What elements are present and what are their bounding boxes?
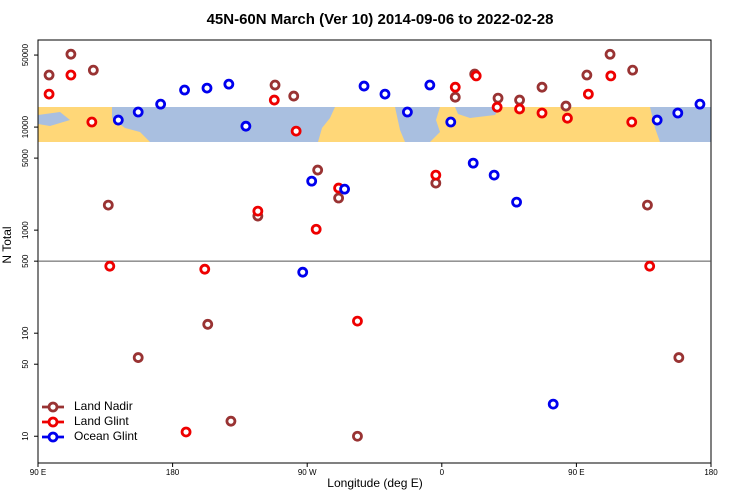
data-point [536, 81, 548, 93]
data-point [626, 116, 638, 128]
data-point [562, 112, 573, 124]
data-point [104, 260, 116, 272]
data-point [449, 91, 461, 103]
data-point [605, 70, 617, 82]
data-point [132, 106, 144, 118]
data-point [379, 88, 391, 100]
data-point [582, 88, 594, 100]
data-point [651, 114, 663, 126]
x-tick-label: 90 E [568, 468, 584, 477]
legend-marker [47, 401, 59, 413]
y-tick-label: 5000 [21, 149, 30, 167]
data-point [132, 352, 144, 363]
data-point [102, 199, 114, 211]
data-point [223, 78, 235, 90]
data-point [352, 315, 363, 327]
data-point [306, 175, 318, 187]
y-tick-label: 500 [21, 254, 30, 268]
data-point [402, 106, 413, 118]
data-point [199, 263, 211, 275]
data-point [547, 398, 559, 410]
data-point [290, 125, 302, 137]
data-point [491, 101, 503, 113]
plot-frame [37, 39, 712, 464]
data-point [240, 120, 252, 132]
data-point [333, 192, 345, 204]
data-point [288, 90, 300, 102]
data-point [201, 82, 213, 94]
x-tick-label: 180 [166, 468, 180, 477]
map-ocean [38, 112, 70, 126]
y-tick-label: 1000 [21, 221, 30, 239]
y-tick-label: 50 [21, 359, 30, 368]
map-ocean [455, 107, 500, 118]
data-point [424, 79, 436, 91]
x-tick-label: 90 E [30, 468, 46, 477]
data-point [268, 94, 280, 106]
data-point [86, 116, 98, 128]
data-point [627, 64, 639, 76]
data-point [511, 196, 522, 208]
x-tick-label: 180 [704, 468, 718, 477]
data-point [202, 318, 214, 330]
data-point [112, 114, 124, 126]
data-point [269, 79, 281, 91]
data-point [252, 205, 264, 217]
y-tick-label: 10000 [21, 115, 30, 138]
data-point [179, 84, 190, 96]
chart-title: 45N-60N March (Ver 10) 2014-09-06 to 202… [207, 11, 554, 28]
data-point [467, 157, 479, 169]
legend-label: Ocean Glint [74, 429, 138, 443]
x-tick-label: 90 W [298, 468, 317, 477]
data-point [65, 48, 77, 60]
data-point [312, 164, 324, 176]
data-point [644, 260, 656, 272]
data-point [358, 80, 370, 92]
data-point [449, 81, 461, 93]
data-point [225, 415, 237, 427]
y-tick-label: 10 [21, 431, 30, 440]
legend-label: Land Glint [74, 414, 129, 428]
data-point [43, 69, 55, 81]
data-point [514, 94, 525, 106]
y-axis-label: N Total [0, 226, 14, 263]
data-point [492, 92, 504, 104]
x-axis-label: Longitude (deg E) [327, 476, 422, 490]
data-point [339, 183, 350, 195]
data-point [514, 103, 525, 115]
y-tick-label: 50000 [21, 43, 30, 66]
y-tick-label: 100 [21, 326, 30, 340]
data-point [352, 430, 363, 442]
data-point [672, 107, 684, 119]
data-point [470, 70, 482, 82]
data-point [560, 100, 572, 112]
data-point [297, 266, 309, 278]
data-point [445, 116, 457, 128]
map-ocean [650, 107, 711, 142]
data-point [430, 169, 442, 181]
map-ocean [112, 107, 335, 142]
data-point [581, 69, 593, 81]
data-point [642, 199, 653, 211]
data-point [536, 107, 548, 119]
data-point [43, 88, 55, 100]
data-point [310, 223, 322, 235]
legend-label: Land Nadir [74, 399, 133, 413]
data-point [65, 69, 77, 81]
legend-marker [47, 416, 59, 428]
data-point [673, 352, 685, 363]
data-point [488, 169, 500, 181]
data-point [155, 98, 167, 110]
data-point [694, 98, 706, 110]
data-point [87, 64, 99, 76]
legend-marker [47, 431, 59, 443]
data-point [604, 48, 616, 60]
data-point [180, 426, 192, 438]
x-tick-label: 0 [440, 468, 445, 477]
